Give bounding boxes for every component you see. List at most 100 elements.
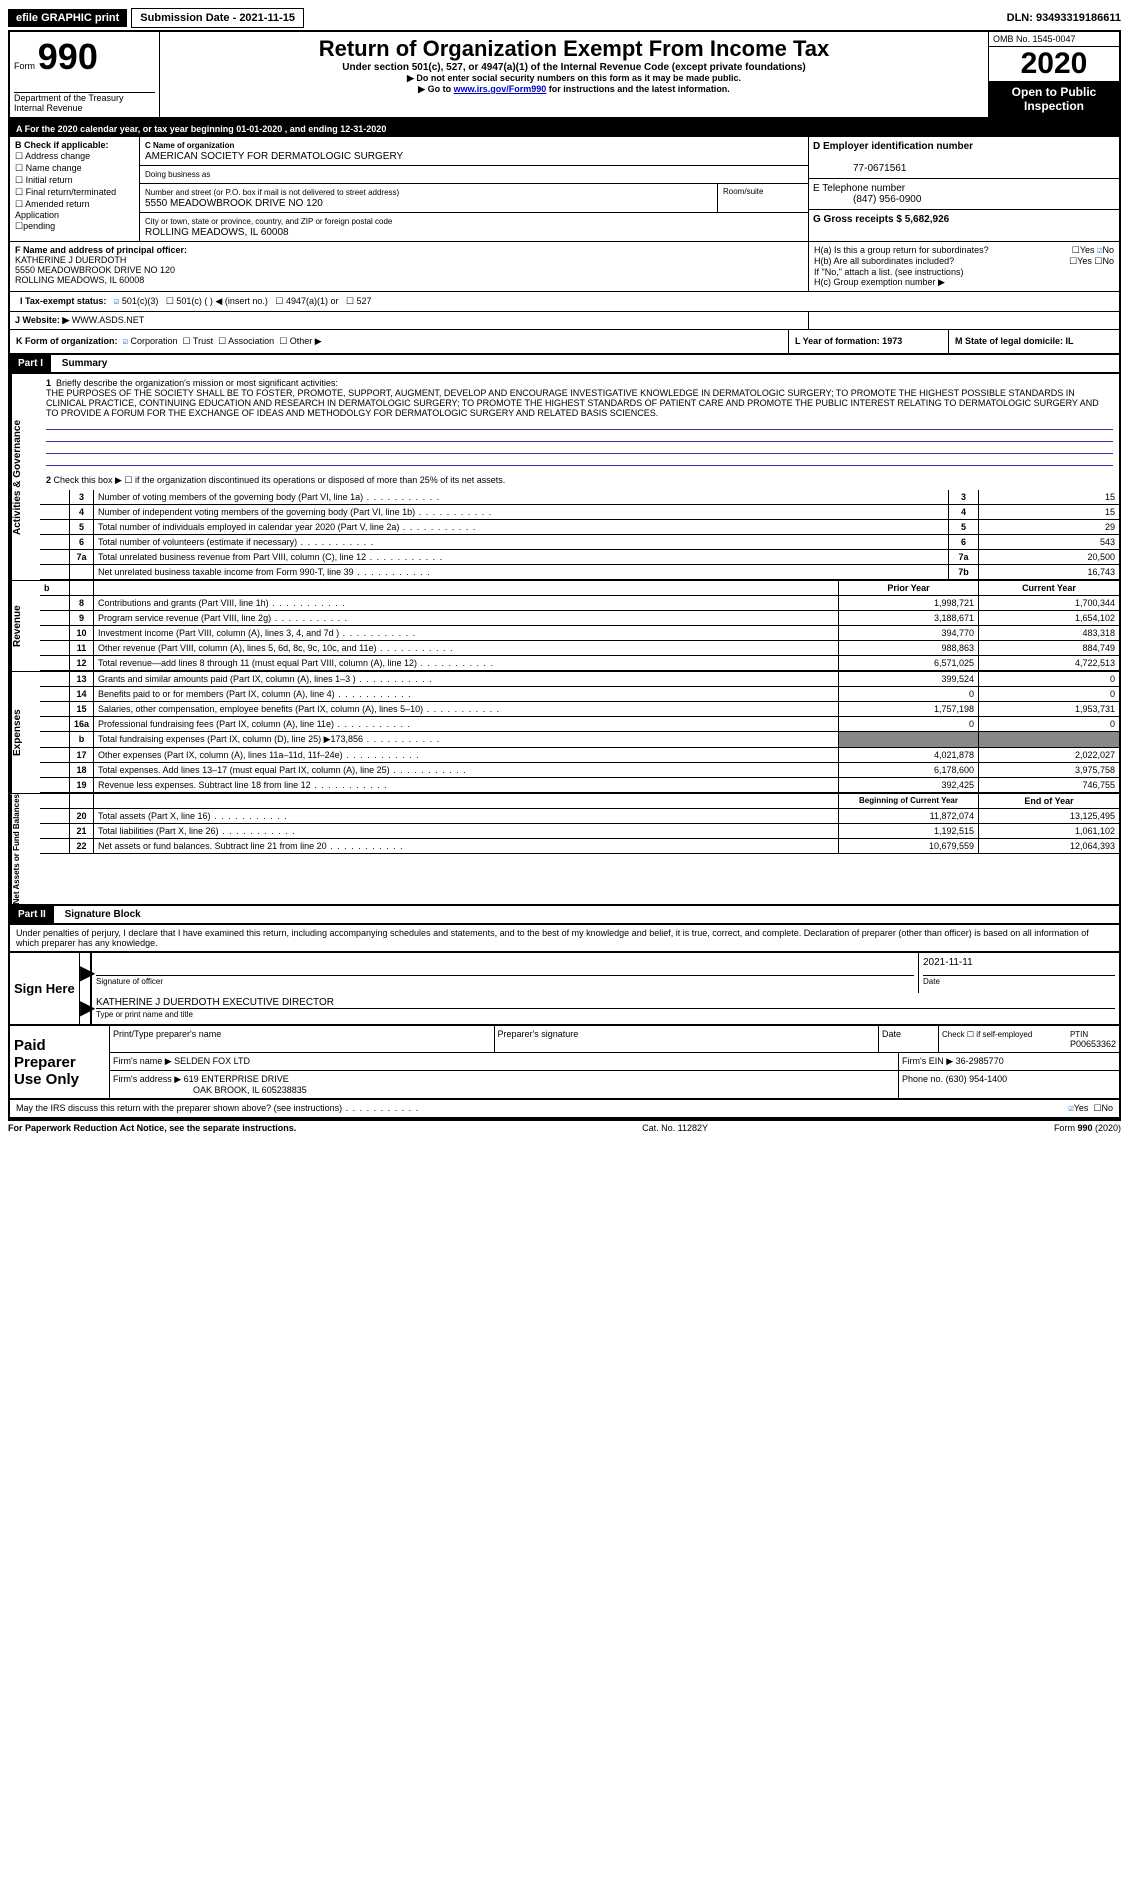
- discuss-row: May the IRS discuss this return with the…: [8, 1100, 1121, 1119]
- table-row: 8Contributions and grants (Part VIII, li…: [40, 596, 1119, 611]
- dba-label: Doing business as: [145, 170, 210, 179]
- table-row: 11Other revenue (Part VIII, column (A), …: [40, 641, 1119, 656]
- line-a: A For the 2020 calendar year, or tax yea…: [8, 119, 1121, 137]
- sidebar-net: Net Assets or Fund Balances: [10, 794, 40, 904]
- end-year-header: End of Year: [979, 794, 1119, 808]
- table-row: 22Net assets or fund balances. Subtract …: [40, 839, 1119, 854]
- table-row: 15Salaries, other compensation, employee…: [40, 702, 1119, 717]
- title-cell: Return of Organization Exempt From Incom…: [160, 32, 989, 117]
- note-ssn: ▶ Do not enter social security numbers o…: [164, 73, 984, 84]
- org-name: AMERICAN SOCIETY FOR DERMATOLOGIC SURGER…: [145, 151, 403, 162]
- city-label: City or town, state or province, country…: [145, 217, 392, 226]
- table-row: 10Investment income (Part VIII, column (…: [40, 626, 1119, 641]
- firm-addr2: OAK BROOK, IL 605238835: [113, 1085, 307, 1095]
- chk-initial[interactable]: ☐ Initial return: [15, 175, 134, 186]
- table-row: 6Total number of volunteers (estimate if…: [40, 535, 1119, 550]
- sign-section: Sign Here ▶ Signature of officer 2021-11…: [8, 951, 1121, 1026]
- firm-phone: (630) 954-1400: [946, 1074, 1008, 1084]
- box-l: L Year of formation: 1973: [789, 330, 949, 353]
- penalties-text: Under penalties of perjury, I declare th…: [8, 925, 1121, 951]
- prep-h2: Preparer's signature: [495, 1026, 880, 1052]
- table-row: 12Total revenue—add lines 8 through 11 (…: [40, 656, 1119, 671]
- submission-date: Submission Date - 2021-11-15: [131, 8, 304, 28]
- sig-name-label: Type or print name and title: [96, 1010, 193, 1019]
- footer-right: Form 990 (2020): [1054, 1123, 1121, 1133]
- table-row: 19Revenue less expenses. Subtract line 1…: [40, 778, 1119, 793]
- prep-h1: Print/Type preparer's name: [110, 1026, 495, 1052]
- paid-preparer-section: Paid Preparer Use Only Print/Type prepar…: [8, 1026, 1121, 1100]
- exp-section: Expenses 13Grants and similar amounts pa…: [8, 672, 1121, 794]
- chk-name[interactable]: ☐ Name change: [15, 163, 134, 174]
- part1-title: Summary: [54, 358, 108, 369]
- form-number: 990: [38, 36, 98, 77]
- hb-yesno: ☐Yes ☐No: [1069, 256, 1114, 267]
- box-f: F Name and address of principal officer:…: [10, 242, 809, 291]
- box-j-label: J Website: ▶: [15, 315, 69, 325]
- room-label: Room/suite: [718, 184, 808, 212]
- box-k: K Form of organization: ☑ Corporation ☐ …: [10, 330, 789, 353]
- row-klm: K Form of organization: ☑ Corporation ☐ …: [8, 330, 1121, 355]
- rev-section: Revenue b Prior Year Current Year 8Contr…: [8, 581, 1121, 672]
- form-title: Return of Organization Exempt From Incom…: [164, 36, 984, 62]
- year-cell: OMB No. 1545-0047 2020 Open to Public In…: [989, 32, 1119, 117]
- chk-final[interactable]: ☐ Final return/terminated: [15, 187, 134, 198]
- table-row: 18Total expenses. Add lines 13–17 (must …: [40, 763, 1119, 778]
- mission-text: THE PURPOSES OF THE SOCIETY SHALL BE TO …: [46, 388, 1099, 418]
- table-row: 7aTotal unrelated business revenue from …: [40, 550, 1119, 565]
- chk-amended[interactable]: ☐ Amended return Application: [15, 199, 134, 220]
- chk-pending[interactable]: ☐pending: [15, 221, 134, 232]
- officer-addr2: ROLLING MEADOWS, IL 60008: [15, 275, 144, 285]
- box-f-label: F Name and address of principal officer:: [15, 245, 187, 255]
- row-i: I Tax-exempt status: ☑ 501(c)(3) ☐ 501(c…: [8, 292, 1121, 312]
- net-section: Net Assets or Fund Balances Beginning of…: [8, 794, 1121, 906]
- dept-irs: Internal Revenue: [14, 103, 155, 113]
- footer-left: For Paperwork Reduction Act Notice, see …: [8, 1123, 296, 1133]
- table-row: 9Program service revenue (Part VIII, lin…: [40, 611, 1119, 626]
- box-j: J Website: ▶ WWW.ASDS.NET: [10, 312, 809, 329]
- irs-link[interactable]: www.irs.gov/Form990: [454, 84, 547, 94]
- table-row: 14Benefits paid to or for members (Part …: [40, 687, 1119, 702]
- tax-year: 2020: [989, 47, 1119, 81]
- dln-label: DLN: 93493319186611: [1007, 12, 1121, 24]
- open-public: Open to Public Inspection: [989, 81, 1119, 117]
- part2-title: Signature Block: [57, 909, 141, 920]
- efile-badge: efile GRAPHIC print: [8, 9, 127, 27]
- ein-value: 77-0671561: [813, 163, 906, 174]
- form-number-cell: Form 990 Department of the Treasury Inte…: [10, 32, 160, 117]
- box-c: C Name of organization AMERICAN SOCIETY …: [140, 137, 809, 241]
- table-row: 3Number of voting members of the governi…: [40, 490, 1119, 505]
- box-d-label: D Employer identification number: [813, 141, 973, 152]
- officer-name: KATHERINE J DUERDOTH: [15, 255, 126, 265]
- part1-label: Part I: [10, 355, 51, 372]
- sign-content: ▶ Signature of officer 2021-11-11 Date ▶…: [80, 953, 1119, 1024]
- box-b: B Check if applicable: ☐ Address change …: [10, 137, 140, 241]
- dept-treasury: Department of the Treasury: [14, 93, 155, 103]
- sidebar-expenses: Expenses: [10, 672, 40, 793]
- sig-arrow-icon-2: ▶: [80, 993, 92, 1024]
- prior-year-header: Prior Year: [839, 581, 979, 595]
- discuss-yesno: ☑Yes ☐No: [1068, 1103, 1113, 1114]
- net-header-row: Beginning of Current Year End of Year: [40, 794, 1119, 809]
- current-year-header: Current Year: [979, 581, 1119, 595]
- h-note: If "No," attach a list. (see instruction…: [814, 267, 1114, 277]
- prep-h4: Check ☐ if self-employed PTINP00653362: [939, 1026, 1119, 1052]
- box-b-label: B Check if applicable:: [15, 140, 134, 150]
- sig-arrow-icon: ▶: [80, 953, 92, 993]
- table-row: bTotal fundraising expenses (Part IX, co…: [40, 732, 1119, 748]
- chk-address[interactable]: ☐ Address change: [15, 151, 134, 162]
- firm-addr1: 619 ENTERPRISE DRIVE: [184, 1074, 289, 1084]
- line1: 1 Briefly describe the organization's mi…: [40, 374, 1119, 471]
- box-i-label: I Tax-exempt status:: [20, 296, 106, 306]
- gov-section: Activities & Governance 1 Briefly descri…: [8, 374, 1121, 581]
- table-row: 20Total assets (Part X, line 16)11,872,0…: [40, 809, 1119, 824]
- note-goto: ▶ Go to www.irs.gov/Form990 for instruct…: [164, 84, 984, 95]
- row-bcd: B Check if applicable: ☐ Address change …: [8, 137, 1121, 242]
- form-prefix: Form: [14, 61, 35, 71]
- form-header: Form 990 Department of the Treasury Inte…: [8, 30, 1121, 119]
- table-row: 21Total liabilities (Part X, line 26)1,1…: [40, 824, 1119, 839]
- table-row: 4Number of independent voting members of…: [40, 505, 1119, 520]
- hc-label: H(c) Group exemption number ▶: [814, 277, 1114, 288]
- phone-value: (847) 956-0900: [813, 194, 921, 205]
- box-deg: D Employer identification number 77-0671…: [809, 137, 1119, 241]
- sig-name: KATHERINE J DUERDOTH EXECUTIVE DIRECTOR: [96, 997, 1115, 1009]
